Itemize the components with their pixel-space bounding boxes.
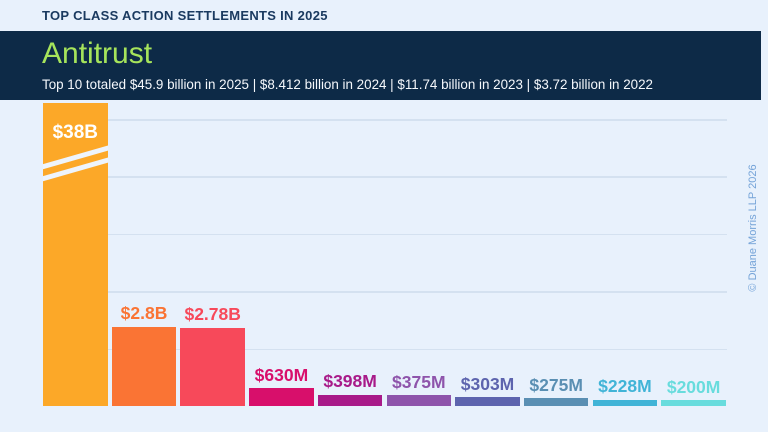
bar-value-label: $303M (460, 373, 515, 394)
gridline (43, 233, 727, 236)
gridline (43, 291, 727, 293)
bar (249, 388, 314, 406)
gridline (43, 119, 727, 121)
totals-subtitle: Top 10 totaled $45.9 billion in 2025 | $… (42, 77, 653, 92)
bar-value-label: $2.8B (120, 303, 168, 324)
bar (661, 400, 726, 406)
bar-value-label: $38B (52, 122, 98, 143)
bar: $38B (43, 103, 108, 406)
category-title: Antitrust (42, 37, 153, 70)
page-title: TOP CLASS ACTION SETTLEMENTS IN 2025 (42, 8, 328, 23)
category-banner: Antitrust Top 10 totaled $45.9 billion i… (0, 31, 761, 100)
axis-break-icon (43, 155, 108, 184)
bar (455, 397, 520, 406)
bar-value-label: $228M (598, 376, 652, 397)
bar-value-label: $275M (529, 374, 583, 395)
bar (317, 394, 383, 406)
copyright-vertical-text: © Duane Morris LLP 2026 (747, 164, 759, 292)
bar (386, 395, 452, 406)
bar (523, 398, 589, 406)
bar-value-label: $398M (323, 371, 377, 392)
bar (592, 399, 658, 406)
bar-value-label: $630M (254, 364, 309, 385)
bar (111, 327, 177, 406)
bar-value-label: $375M (392, 371, 446, 392)
gridline (43, 176, 727, 178)
bar (180, 327, 245, 406)
bar-value-label: $2.78B (184, 304, 241, 325)
gridline (43, 348, 727, 351)
bar-value-label: $200M (666, 376, 721, 397)
